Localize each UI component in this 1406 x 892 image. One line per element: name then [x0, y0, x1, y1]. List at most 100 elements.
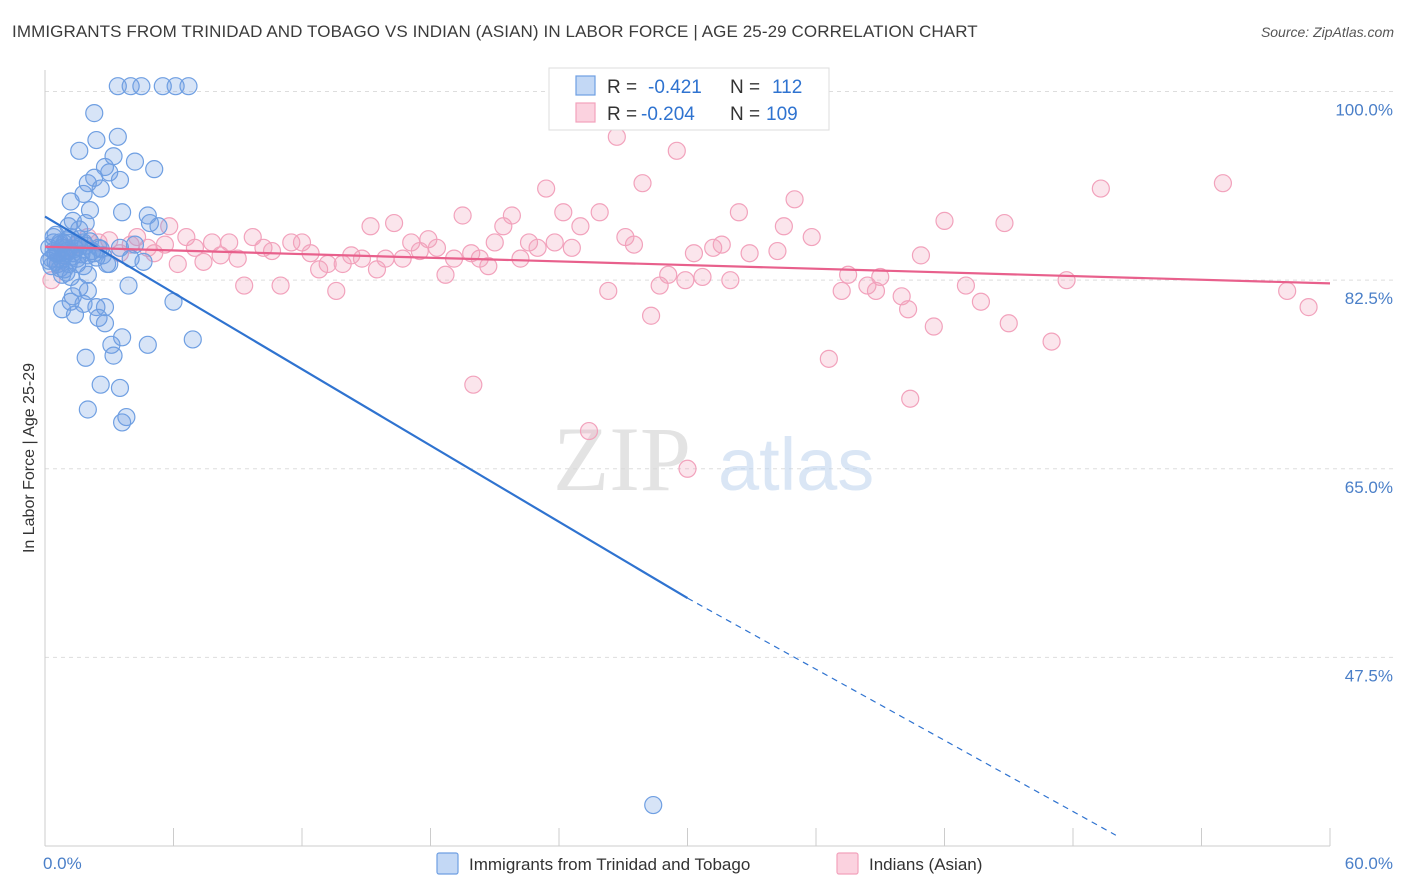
pink-point: [659, 265, 678, 284]
y-axis-label: In Labor Force | Age 25-29: [21, 363, 38, 553]
blue-point: [138, 206, 157, 225]
blue-point: [68, 234, 87, 253]
pink-point: [220, 233, 239, 252]
blue-point: [153, 77, 172, 96]
pink-point: [485, 233, 504, 252]
legend-pink-label: Indians (Asian): [869, 855, 982, 874]
stats-box: R = -0.421 N = 112 R = -0.204 N = 109: [548, 67, 830, 131]
pink-point: [160, 217, 179, 236]
pink-point: [1299, 298, 1318, 317]
stats-blue-swatch: [575, 75, 596, 96]
blue-point: [80, 201, 100, 220]
legend-blue-swatch: [436, 852, 459, 875]
pink-point: [127, 227, 147, 247]
stats-blue-n-value: 112: [772, 77, 802, 98]
blue-point: [78, 265, 97, 284]
pink-point: [819, 349, 838, 368]
blue-point: [104, 147, 123, 166]
pink-point: [1042, 332, 1061, 351]
blue-point: [95, 314, 115, 333]
pink-point: [545, 233, 564, 252]
trend-lines: [44, 215, 1331, 836]
pink-point: [832, 281, 851, 301]
pink-point: [768, 241, 787, 261]
blue-point: [95, 298, 115, 317]
pink-point: [554, 203, 573, 222]
pink-point: [528, 238, 547, 257]
blue-point: [132, 77, 151, 96]
blue-point: [87, 130, 106, 150]
pink-point: [995, 213, 1014, 233]
blue-point: [149, 217, 168, 236]
pink-point: [537, 179, 556, 198]
series-indians-asian-points: [42, 127, 1318, 478]
pink-point: [462, 244, 481, 263]
legend: Immigrants from Trinidad and Tobago Indi…: [436, 852, 982, 875]
blue-point: [112, 328, 132, 347]
pink-point: [427, 238, 447, 257]
pink-point: [453, 206, 472, 225]
blue-point: [125, 152, 145, 171]
x-axis-ticks: [44, 828, 1331, 846]
stats-pink-n-label: N =: [730, 104, 760, 125]
pink-point: [999, 314, 1018, 333]
pink-point: [235, 276, 254, 295]
pink-point: [624, 235, 644, 254]
blue-point: [108, 127, 127, 146]
x-tick-label-max: 60.0%: [1345, 854, 1393, 873]
blue-point: [112, 413, 132, 432]
blue-point: [98, 254, 117, 274]
pink-point: [511, 249, 530, 268]
blue-point: [78, 400, 97, 419]
pink-point: [740, 244, 759, 263]
pink-point: [228, 249, 247, 268]
pink-point: [1278, 281, 1297, 301]
stats-blue-r-value: -0.421: [648, 77, 702, 98]
pink-point: [310, 260, 329, 279]
stats-pink-swatch: [575, 102, 596, 123]
pink-point: [871, 267, 890, 287]
blue-point: [70, 141, 89, 160]
pink-point: [901, 389, 920, 408]
pink-point: [282, 233, 301, 252]
y-tick-label: 65.0%: [1345, 478, 1393, 497]
blue-point: [110, 378, 130, 398]
pink-point: [436, 265, 455, 284]
y-tick-label: 47.5%: [1345, 666, 1393, 685]
pink-point: [866, 281, 886, 301]
pink-point: [479, 257, 498, 276]
pink-point: [1057, 271, 1076, 290]
pink-point: [911, 246, 931, 265]
pink-point: [393, 249, 412, 268]
pink-point: [898, 300, 918, 319]
pink-point: [562, 238, 581, 257]
blue-trend-extension: [687, 597, 1117, 836]
x-tick-label-min: 0.0%: [43, 854, 82, 873]
pink-point: [384, 213, 404, 233]
pink-point: [1213, 174, 1233, 193]
stats-pink-n-value: 109: [766, 104, 798, 125]
blue-point: [121, 77, 140, 96]
stats-pink-r-label: R =: [607, 104, 637, 125]
pink-point: [502, 206, 521, 225]
legend-blue-label: Immigrants from Trinidad and Tobago: [469, 855, 750, 874]
pink-point: [464, 375, 483, 394]
blue-point: [108, 77, 127, 96]
pink-point: [785, 190, 804, 209]
blue-point: [76, 348, 95, 367]
pink-point: [633, 174, 652, 193]
stats-blue-r-label: R =: [607, 77, 637, 98]
pink-point: [376, 249, 395, 268]
blue-point: [91, 375, 110, 394]
gridlines: [45, 91, 1393, 658]
pink-point: [729, 203, 749, 222]
pink-trend-line: [44, 245, 1331, 285]
stats-pink-r-value: -0.204: [641, 104, 695, 125]
pink-point: [599, 281, 618, 301]
blue-point: [65, 305, 85, 324]
pink-point: [956, 276, 976, 295]
pink-point: [641, 306, 661, 325]
pink-point: [712, 235, 731, 254]
blue-point: [119, 276, 138, 295]
